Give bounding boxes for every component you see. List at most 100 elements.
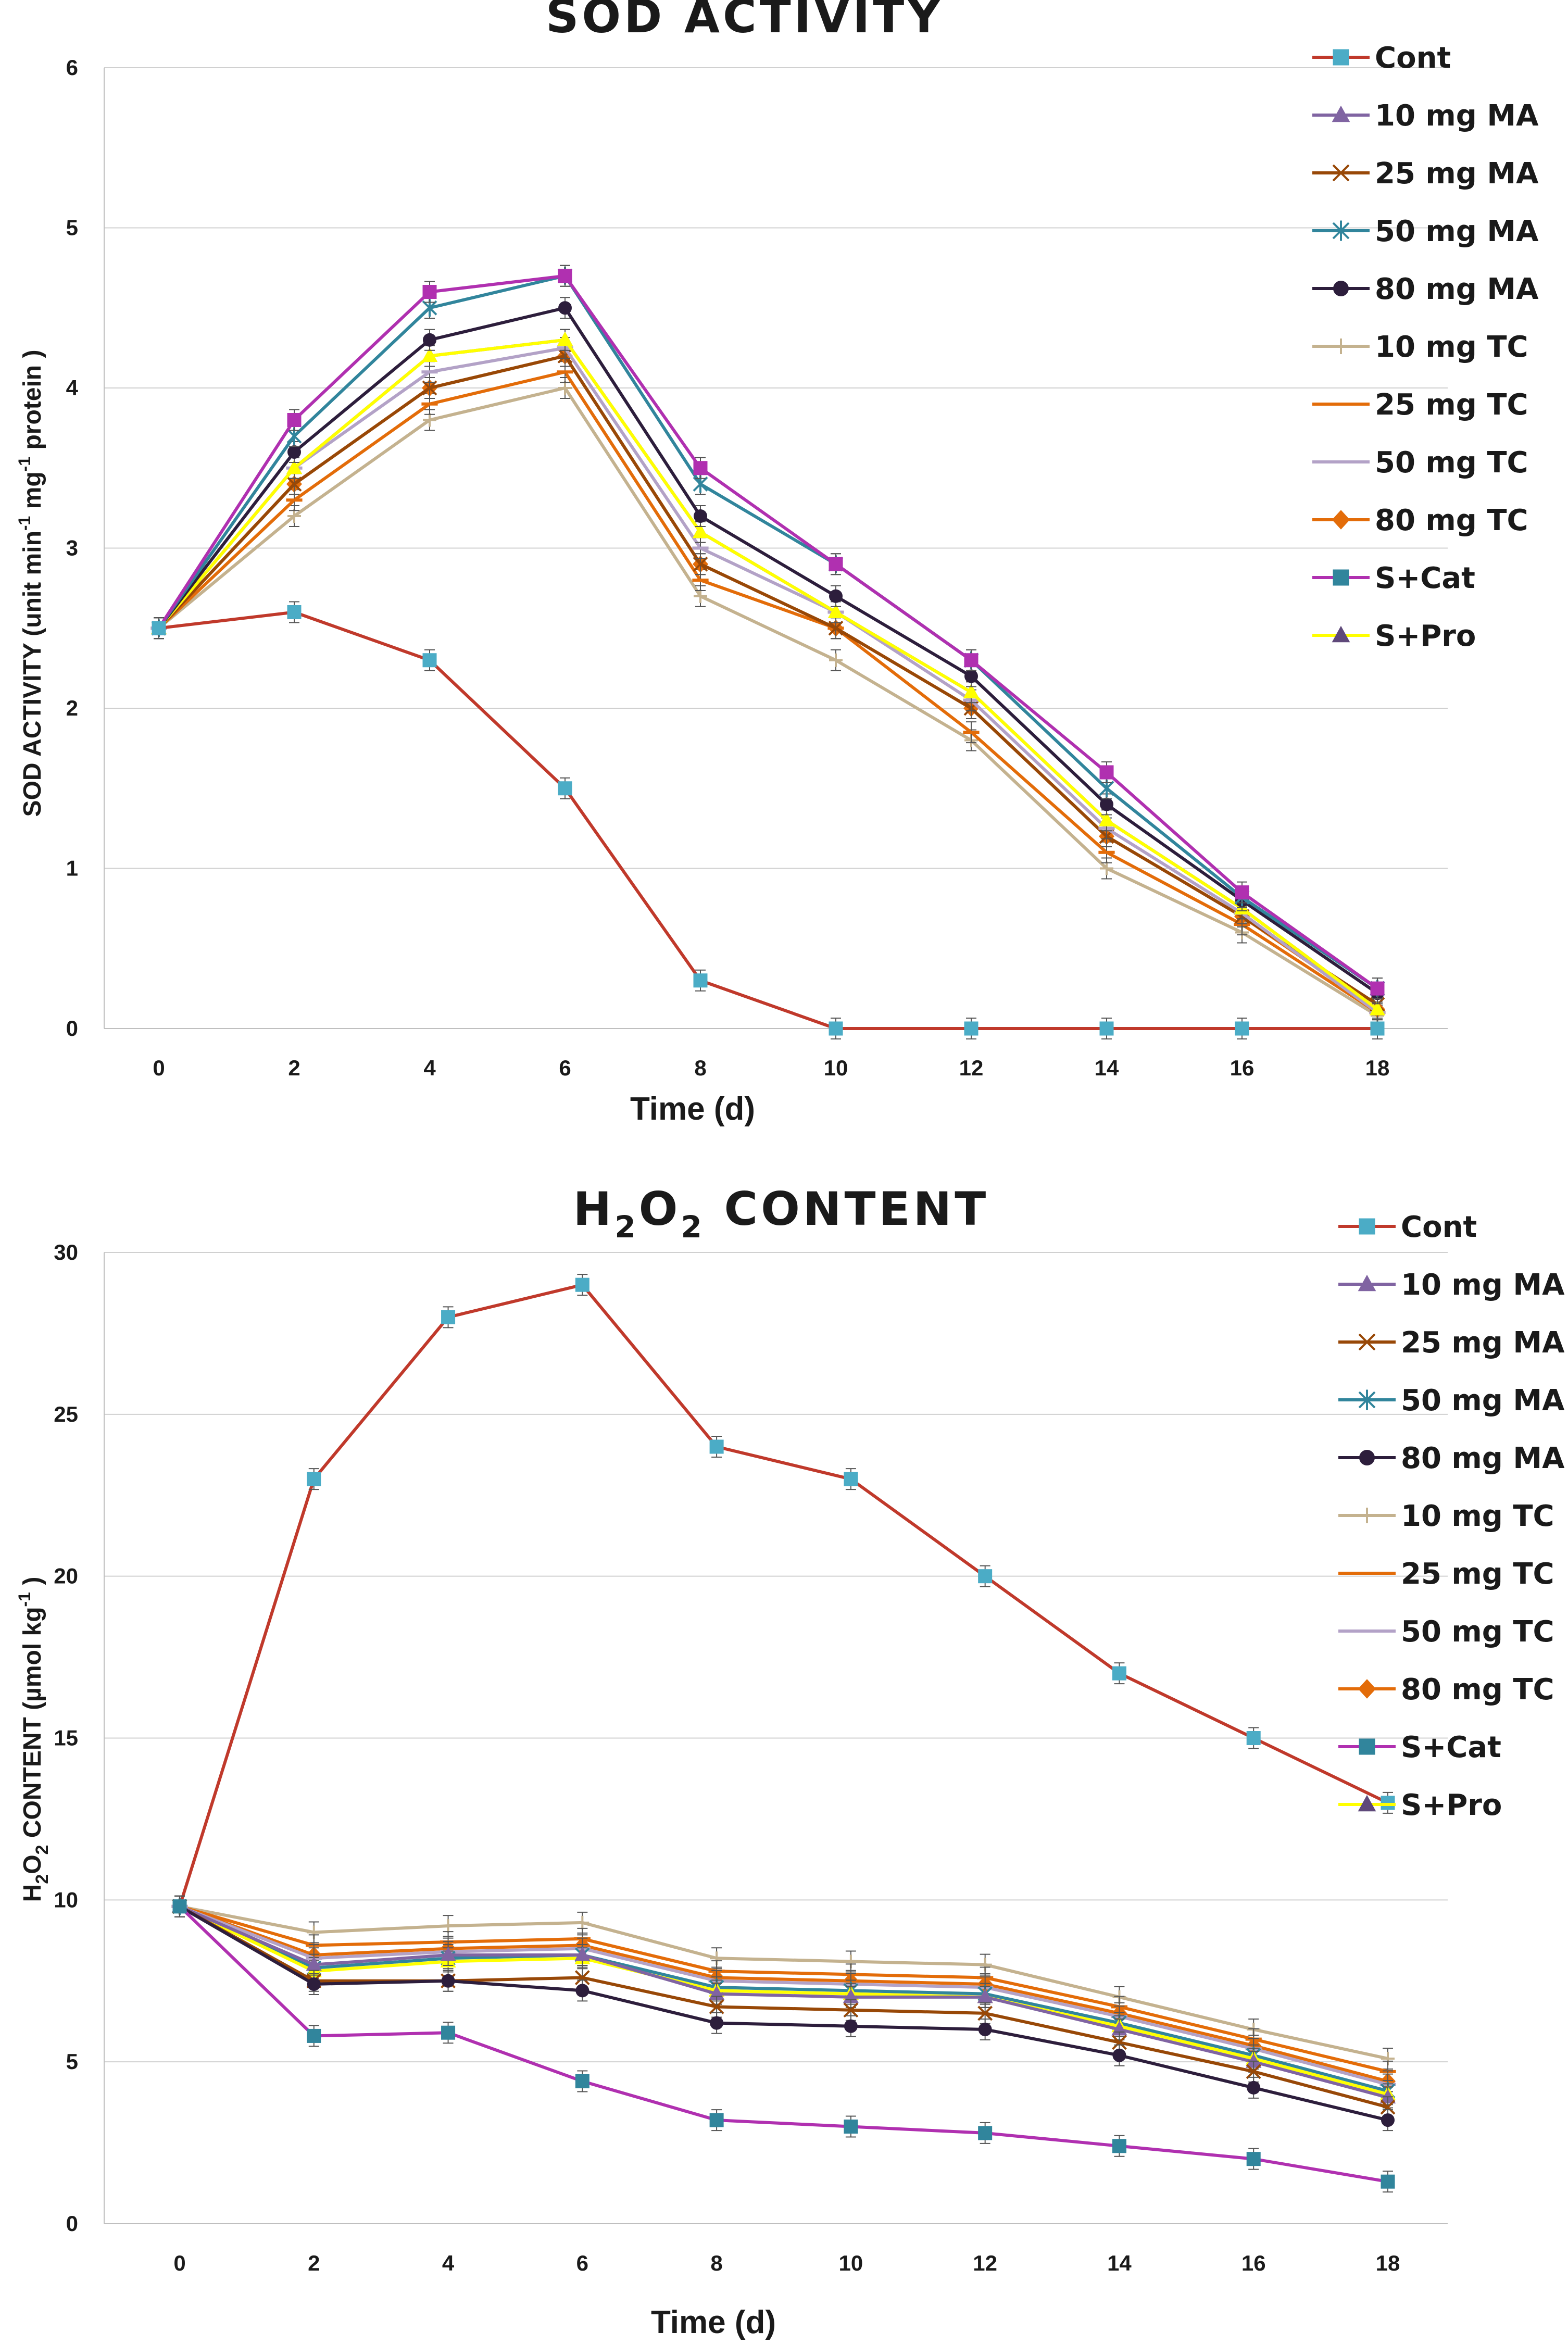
h2o2-point-s-cat (709, 2113, 724, 2127)
h2o2-y-tick-label: 20 (54, 1564, 78, 1588)
sod-point-s-cat (1235, 885, 1249, 900)
sod-line-50-mg-ma (157, 274, 1378, 990)
h2o2-line-25-mg-tc (179, 1904, 1388, 2073)
sod-point-80-mg-ma (287, 445, 301, 459)
sod-point-s-pro (421, 347, 438, 362)
h2o2-legend-label: 25 mg MA (1401, 1326, 1565, 1360)
h2o2-point-s-cat (1246, 2152, 1261, 2166)
h2o2-legend-marker (1358, 1333, 1376, 1351)
h2o2-point-cont (441, 1310, 456, 1324)
h2o2-x-ticks: 0 2 4 6 8 10 12 14 16 18 (173, 2251, 1400, 2275)
sod-point-s-cat (558, 269, 572, 283)
sod-legend-item-50-mg-ma: 50 mg MA (1312, 215, 1539, 248)
h2o2-legend-marker (1358, 1274, 1376, 1292)
sod-point-s-cat (422, 285, 437, 299)
h2o2-x-tick-label: 6 (576, 2251, 588, 2275)
h2o2-point-10-mg-tc (441, 1919, 455, 1933)
h2o2-point-s-cat (1381, 2174, 1395, 2189)
h2o2-point-s-cat (978, 2126, 993, 2140)
h2o2-point-10-mg-ma (574, 1947, 591, 1961)
h2o2-legend-item-10-mg-ma: 10 mg MA (1338, 1268, 1565, 1302)
sod-point-cont (693, 973, 708, 988)
h2o2-series-s-cat (172, 1895, 1395, 2193)
h2o2-line-10-mg-tc (179, 1904, 1388, 2060)
sod-x-axis-title: Time (d) (630, 1091, 755, 1127)
sod-point-s-pro (557, 331, 573, 346)
sod-legend-label: 25 mg MA (1375, 157, 1539, 191)
h2o2-legend-marker (1359, 1508, 1375, 1523)
h2o2-point-cont (978, 1569, 993, 1584)
sod-point-cont (1235, 1021, 1249, 1036)
h2o2-point-80-mg-ma (307, 1977, 321, 1991)
sod-point-80-mg-ma (1100, 797, 1113, 811)
sod-line-10-mg-tc (158, 386, 1378, 1017)
h2o2-x-tick-label: 0 (173, 2251, 185, 2275)
sod-y-ticks: 0 1 2 3 4 5 6 (66, 55, 79, 1041)
sod-point-s-pro (963, 684, 980, 698)
sod-series-10-mg-tc (152, 377, 1384, 1027)
sod-y-tick-label: 2 (66, 696, 78, 720)
h2o2-point-25-mg-ma (1246, 2064, 1261, 2079)
h2o2-line-50-mg-tc (179, 1904, 1388, 2086)
sod-point-10-mg-tc (423, 413, 436, 427)
sod-point-cont (287, 605, 302, 619)
h2o2-point-80-mg-ma (1247, 2080, 1261, 2095)
sod-legend-label: 10 mg MA (1375, 99, 1539, 133)
sod-legend-label: 25 mg TC (1375, 388, 1528, 422)
h2o2-point-80-mg-ma (978, 2023, 992, 2036)
sod-point-80-mg-ma (829, 589, 843, 603)
h2o2-point-cont (1112, 1666, 1126, 1681)
sod-legend-marker (1332, 220, 1350, 241)
h2o2-point-25-mg-ma (1380, 2099, 1396, 2115)
h2o2-legend-item-s-pro: S+Pro (1338, 1788, 1502, 1822)
sod-series-80-mg-tc (151, 345, 1385, 1021)
h2o2-point-80-mg-ma (575, 1984, 589, 1998)
sod-x-tick-label: 0 (153, 1056, 165, 1080)
h2o2-point-cont (1246, 1731, 1261, 1745)
sod-x-tick-label: 16 (1230, 1056, 1255, 1080)
sod-y-axis-title: SOD ACTIVITY (unit min-1 mg-1 protein ) (15, 350, 46, 817)
sod-x-tick-label: 10 (824, 1056, 848, 1080)
sod-point-cont (1370, 1021, 1385, 1036)
sod-point-10-mg-tc (558, 381, 572, 395)
sod-legend-label: 50 mg MA (1375, 215, 1539, 248)
sod-point-s-pro (692, 523, 709, 538)
sod-point-s-cat (1370, 981, 1385, 996)
h2o2-legend-item-cont: Cont (1338, 1210, 1477, 1244)
h2o2-legend-label: 10 mg TC (1401, 1499, 1554, 1533)
h2o2-legend-item-10-mg-tc: 10 mg TC (1338, 1499, 1554, 1533)
h2o2-legend-marker (1359, 1218, 1375, 1235)
h2o2-line-80-mg-ma (179, 1905, 1388, 2122)
h2o2-x-axis-title: Time (d) (651, 2304, 776, 2340)
sod-point-10-mg-tc (287, 509, 301, 523)
h2o2-legend-item-80-mg-tc: 80 mg TC (1338, 1673, 1554, 1707)
sod-series-s-cat (152, 265, 1385, 1000)
sod-legend-item-10-mg-tc: 10 mg TC (1312, 330, 1528, 364)
sod-legend-marker (1333, 281, 1349, 296)
sod-point-10-mg-tc (694, 589, 707, 603)
sod-point-s-pro (1369, 1001, 1386, 1016)
h2o2-point-s-cat (844, 2120, 858, 2134)
h2o2-point-cont (844, 1472, 858, 1486)
h2o2-point-25-mg-ma (1112, 2035, 1127, 2050)
h2o2-line-s-pro (179, 1905, 1388, 2096)
sod-point-s-cat (693, 461, 708, 475)
sod-legend-label: S+Cat (1375, 561, 1475, 595)
h2o2-legend-item-s-cat: S+Cat (1338, 1731, 1501, 1764)
h2o2-y-axis-title: H2O2 CONTENT (µmol kg-1 ) (15, 1577, 52, 1902)
sod-legend-item-cont: Cont (1312, 41, 1451, 75)
sod-point-s-cat (964, 653, 979, 668)
h2o2-legend-marker (1359, 1738, 1375, 1755)
sod-legend-label: 50 mg TC (1375, 446, 1528, 480)
h2o2-y-tick-label: 30 (54, 1240, 78, 1264)
sod-legend-marker (1333, 49, 1349, 66)
sod-point-80-mg-ma (558, 301, 572, 315)
sod-x-tick-label: 6 (559, 1056, 571, 1080)
sod-legend-marker (1332, 164, 1350, 182)
h2o2-legend-label: 50 mg TC (1401, 1615, 1554, 1649)
h2o2-y-tick-label: 15 (54, 1726, 78, 1750)
h2o2-x-tick-label: 10 (839, 2251, 863, 2275)
sod-series-cont (152, 601, 1385, 1039)
sod-legend-label: 80 mg MA (1375, 272, 1539, 306)
